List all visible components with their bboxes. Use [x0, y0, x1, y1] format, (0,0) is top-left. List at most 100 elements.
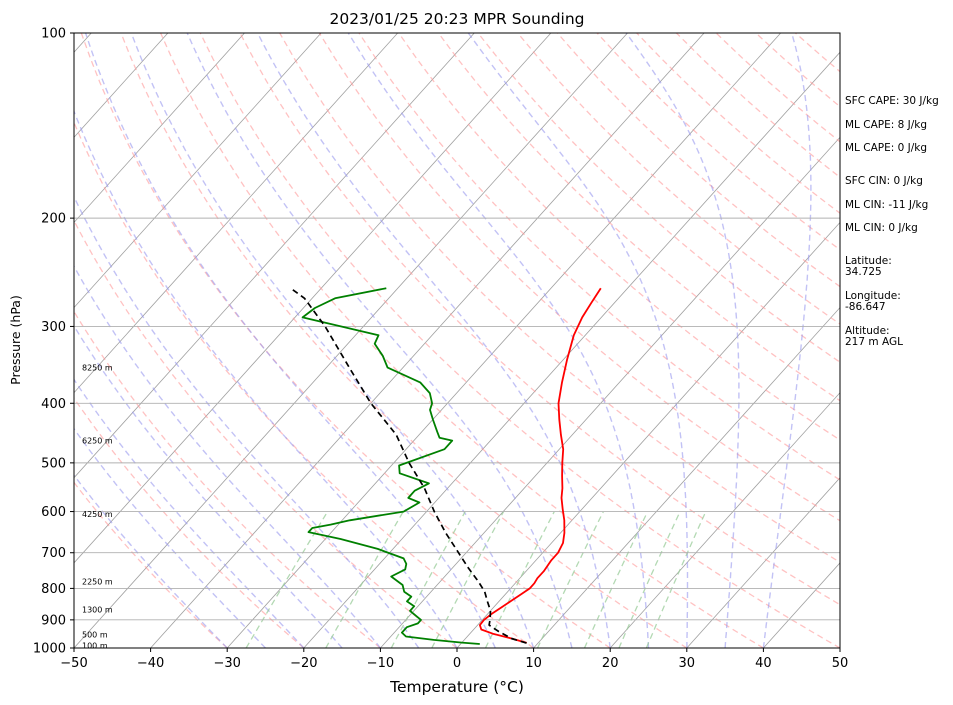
moist-adiabat-line [74, 474, 228, 648]
sounding-annotations: SFC CAPE: 30 J/kg ML CAPE: 8 J/kg ML CAP… [845, 95, 939, 348]
x-tick-label: −40 [137, 656, 164, 671]
dry-adiabat-line [160, 33, 764, 648]
isotherm-line [74, 33, 398, 394]
x-tick-label: −20 [290, 656, 317, 671]
mixing-ratio-line [618, 511, 681, 648]
moist-adiabat-line [74, 264, 381, 648]
sfc-cape-label: SFC CAPE: 30 J/kg [845, 95, 939, 107]
y-tick-label: 900 [41, 613, 66, 628]
sfc-cin-label: SFC CIN: 0 J/kg [845, 175, 923, 187]
height-label: 4250 m [82, 510, 113, 519]
mixing-ratio-line [390, 511, 466, 648]
x-tick-label: 0 [453, 656, 461, 671]
x-tick-label: 30 [679, 656, 696, 671]
mixing-ratio-line [325, 511, 404, 648]
moist-adiabat-line [256, 33, 611, 648]
isotherm-line [380, 136, 840, 648]
isotherm-line [456, 221, 840, 648]
x-tick-label: 40 [755, 656, 772, 671]
y-axis-ticks: 100 200 300 400 500 600 700 800 900 1000 [33, 27, 74, 657]
y-tick-label: 100 [41, 27, 66, 42]
longitude-value: -86.647 [845, 301, 886, 313]
isotherm-line [686, 477, 840, 648]
isotherm-line [533, 306, 840, 648]
y-tick-label: 1000 [33, 642, 66, 657]
altitude-value: 217 m AGL [845, 336, 903, 348]
dry-adiabat-line [556, 33, 840, 288]
chart-title: 2023/01/25 20:23 MPR Sounding [329, 10, 584, 28]
ml-cape-label: ML CAPE: 8 J/kg [845, 119, 927, 131]
latitude-label: Latitude: [845, 255, 892, 267]
isotherm-line [74, 33, 169, 138]
moist-adiabat-line [186, 33, 573, 648]
moist-adiabat-line [467, 33, 689, 648]
y-tick-label: 800 [41, 582, 66, 597]
pressure-gridlines [74, 217, 840, 621]
altitude-label: Altitude: [845, 325, 890, 337]
dry-adiabat-line [74, 219, 458, 648]
dry-adiabat-line [199, 33, 840, 648]
moist-adiabat-line [625, 33, 740, 648]
dry-adiabat-line [437, 33, 840, 402]
dry-adiabat-line [517, 33, 840, 325]
mixing-ratio-line [431, 511, 505, 648]
isotherm-line [303, 51, 840, 648]
moist-adiabat-line [762, 33, 812, 648]
y-tick-label: 400 [41, 397, 66, 412]
x-tick-label: 20 [602, 656, 619, 671]
x-tick-label: −10 [367, 656, 394, 671]
ml-cape-label-2: ML CAPE: 0 J/kg [845, 142, 927, 154]
y-tick-label: 500 [41, 456, 66, 471]
isotherm-line [74, 33, 322, 309]
x-axis-label: Temperature (°C) [389, 678, 524, 696]
moist-adiabat-line [130, 33, 535, 648]
dry-adiabat-line [74, 120, 534, 648]
y-tick-label: 300 [41, 320, 66, 335]
x-tick-label: −30 [213, 656, 240, 671]
dry-adiabat-line [80, 33, 611, 648]
height-label: 1300 m [82, 605, 113, 614]
isotherm-line [74, 33, 628, 648]
longitude-label: Longitude: [845, 290, 901, 302]
height-label: 500 m [82, 630, 108, 639]
height-label: 6250 m [82, 437, 113, 446]
y-tick-label: 600 [41, 505, 66, 520]
latitude-value: 34.725 [845, 266, 882, 278]
isotherm-line [74, 33, 552, 564]
dry-adiabat-line [279, 33, 840, 564]
height-label: 2250 m [82, 578, 113, 587]
y-axis-label: Pressure (hPa) [8, 295, 23, 385]
x-tick-label: 50 [832, 656, 849, 671]
mixing-ratio-line [536, 511, 604, 648]
height-label: 8250 m [82, 364, 113, 373]
background-lines [74, 33, 840, 648]
ml-cin-label: ML CIN: -11 J/kg [845, 199, 928, 211]
ml-cin-label-2: ML CIN: 0 J/kg [845, 222, 918, 234]
moist-adiabat-line [74, 427, 266, 648]
dry-adiabat-line [74, 310, 381, 648]
x-tick-label: −50 [60, 656, 87, 671]
isotherm-line [226, 33, 781, 648]
height-label: 100 m [82, 641, 108, 650]
dry-adiabat-line [239, 33, 840, 606]
dewpoint-line [301, 287, 480, 645]
isotherm-line [74, 33, 475, 479]
sounding-series [290, 287, 602, 645]
parcel-line [290, 287, 527, 644]
plot-frame [73, 32, 841, 649]
dry-adiabat-line [120, 33, 688, 648]
x-tick-label: 10 [525, 656, 542, 671]
isotherm-line [150, 33, 705, 648]
mixing-ratio-line [645, 511, 707, 648]
height-labels: 8250 m 6250 m 4250 m 2250 m 1300 m 500 m 100 m [82, 364, 113, 651]
isotherm-line [609, 392, 840, 648]
dry-adiabat-line [74, 397, 305, 648]
moist-adiabat-line [74, 109, 458, 648]
mixing-ratio-line [245, 511, 329, 648]
dry-adiabat-line [74, 481, 228, 648]
moist-adiabat-line [347, 33, 650, 648]
dry-adiabat-line [477, 33, 840, 363]
y-tick-label: 700 [41, 546, 66, 561]
y-tick-label: 200 [41, 212, 66, 227]
